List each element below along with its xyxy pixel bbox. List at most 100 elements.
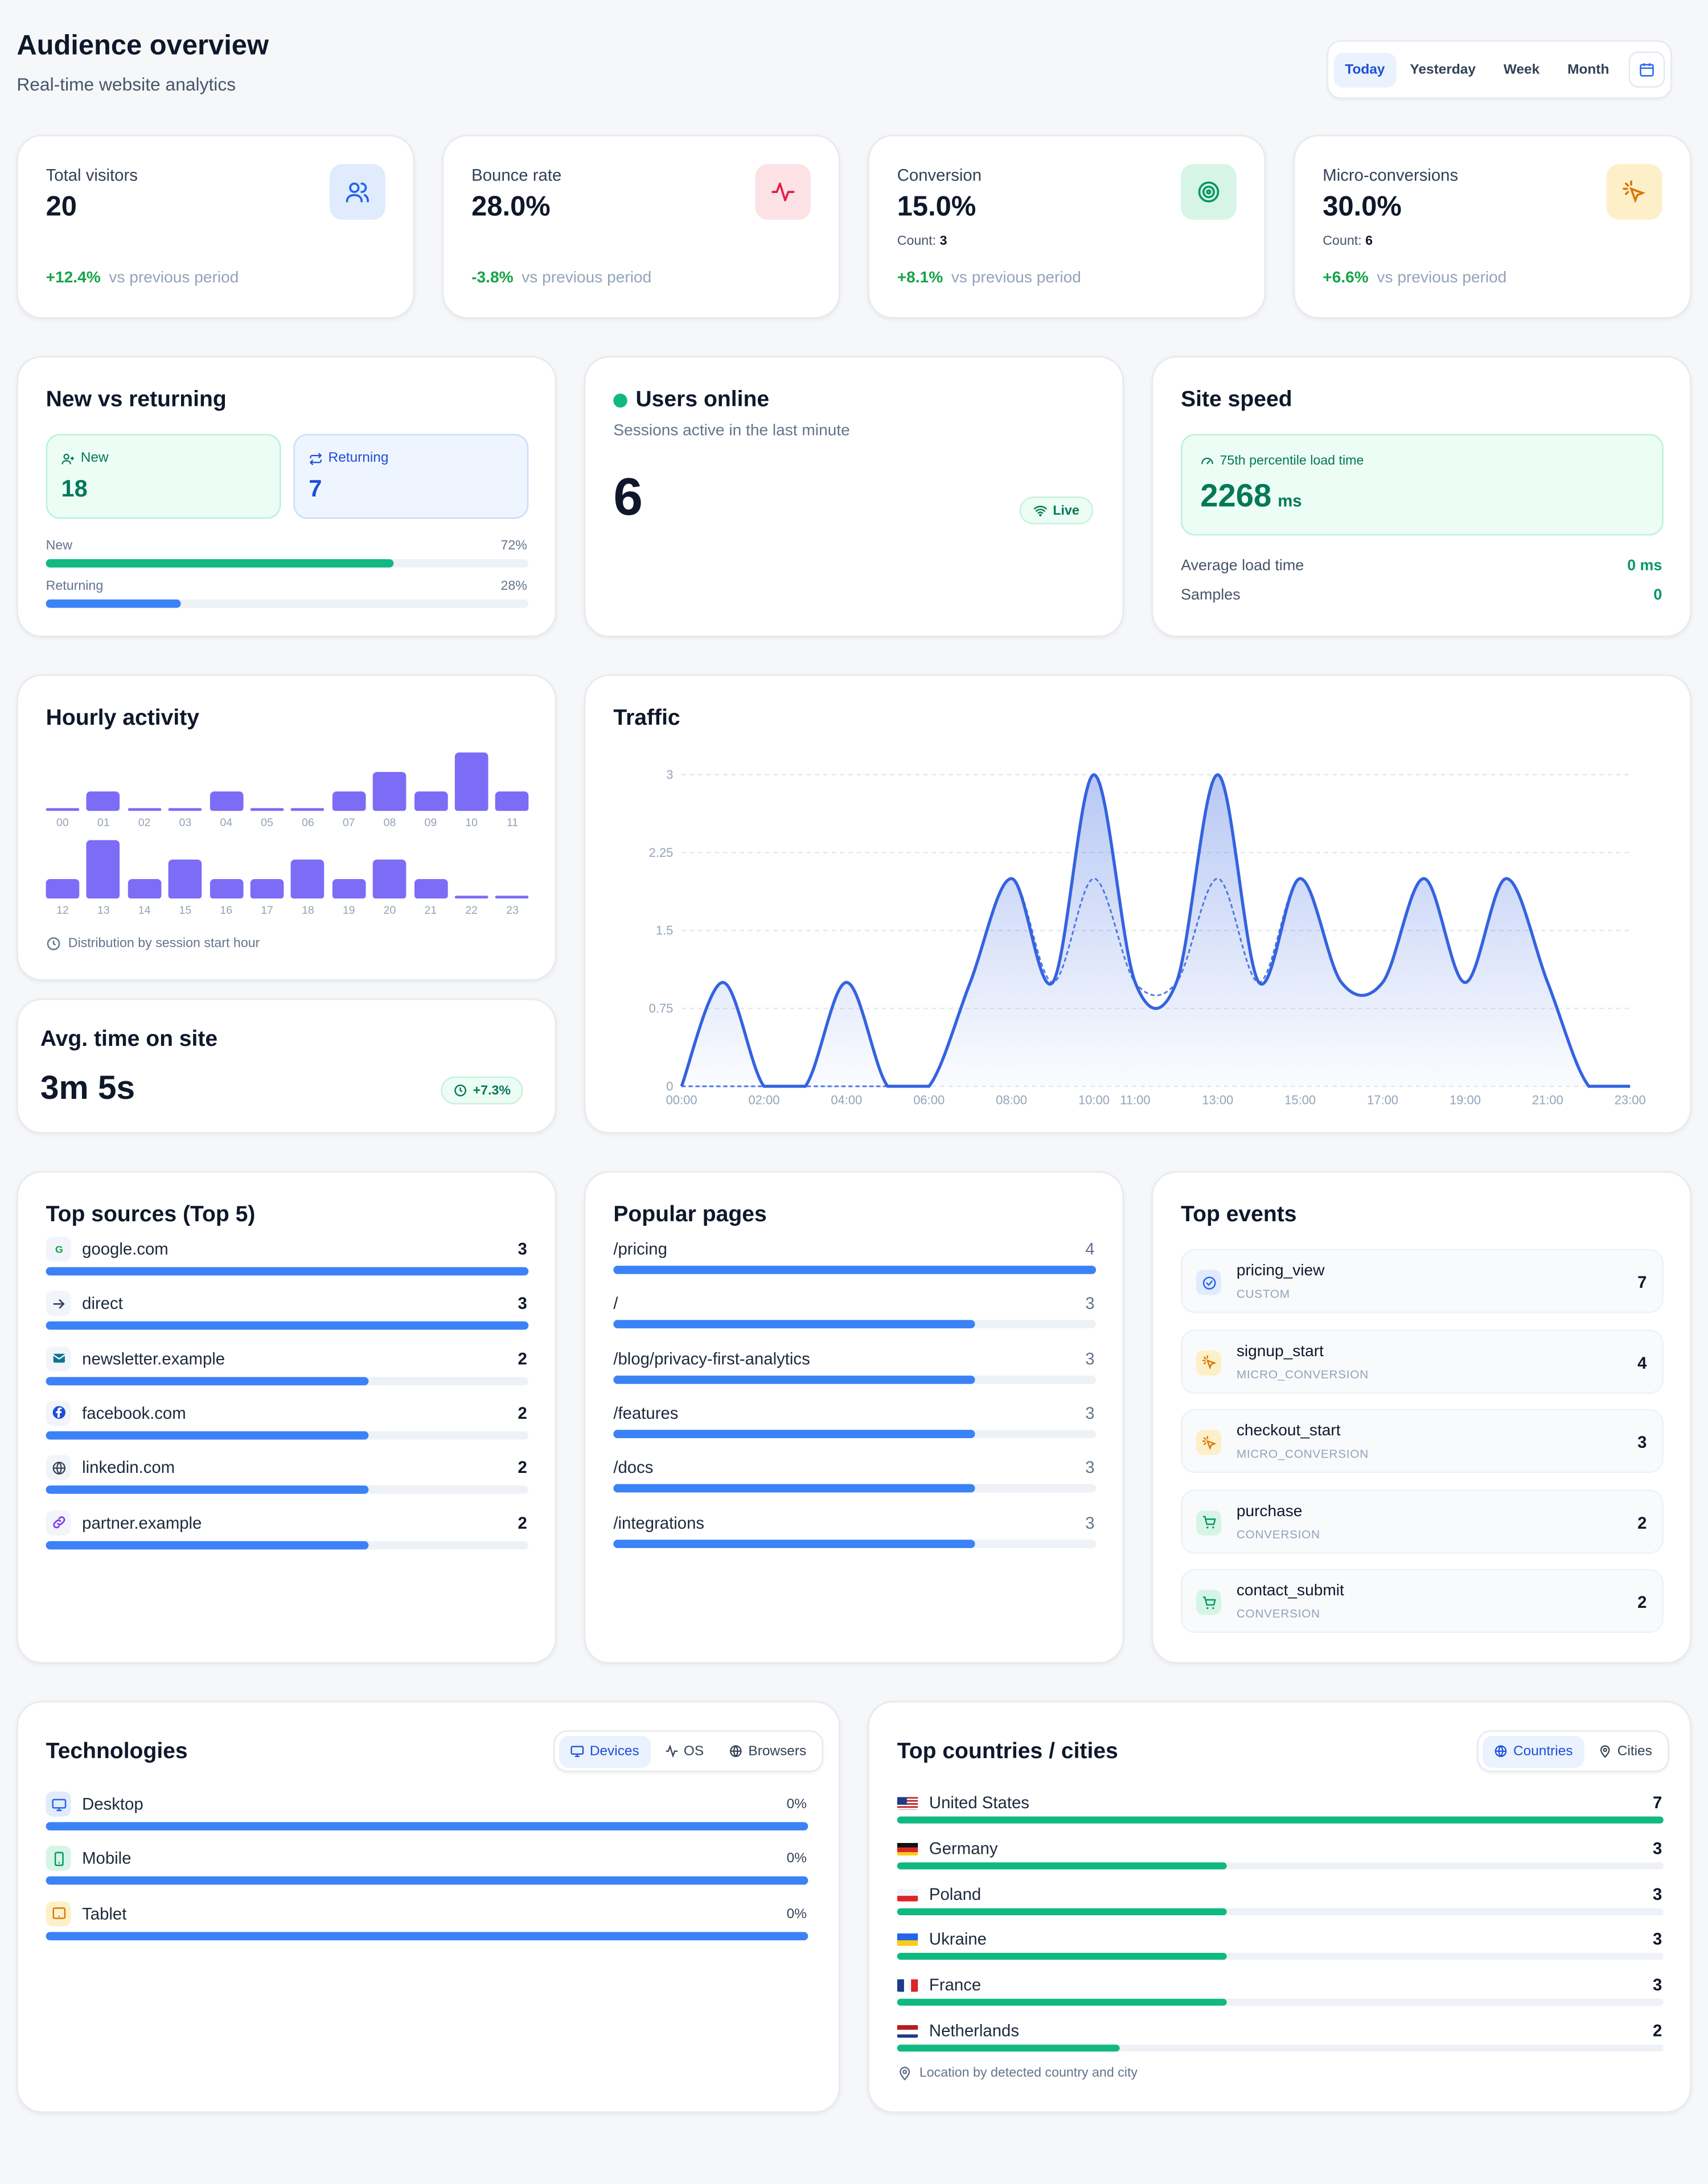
hour-bar [373,772,407,811]
source-row[interactable]: direct [46,1291,123,1316]
tech-name: Mobile [82,1849,131,1868]
page-path[interactable]: /pricing [613,1239,667,1259]
range-month-button[interactable]: Month [1557,52,1620,87]
page-path[interactable]: / [613,1294,618,1313]
tab-cities[interactable]: Cities [1587,1735,1663,1767]
tech-icon [46,1792,71,1817]
hour-label: 06 [291,816,325,829]
source-name: newsletter.example [82,1349,225,1368]
page-views: 3 [1085,1349,1094,1368]
kpi-value: 20 [46,192,77,224]
tab-os[interactable]: OS [653,1735,715,1767]
tech-row[interactable]: Tablet [46,1901,127,1926]
calendar-button[interactable] [1629,51,1665,88]
tab-countries[interactable]: Countries [1483,1735,1584,1767]
range-today-button[interactable]: Today [1334,52,1396,87]
range-yesterday-button[interactable]: Yesterday [1399,52,1487,87]
hour-bar [251,879,284,898]
tech-name: Tablet [82,1903,126,1923]
source-row[interactable]: facebook.com [46,1401,186,1426]
country-row[interactable]: Poland [897,1884,981,1903]
source-bar-fill [46,1377,369,1385]
country-row[interactable]: Netherlands [897,2021,1019,2041]
page-subtitle: Real-time website analytics [17,73,236,95]
source-name: facebook.com [82,1403,186,1423]
hour-label: 17 [251,904,284,917]
x-tick-label: 08:00 [996,1093,1027,1107]
avg-load-label: Average load time [1181,558,1304,574]
card-title: Popular pages [613,1203,766,1228]
flag-icon [897,1978,918,1992]
country-row[interactable]: Germany [897,1838,998,1858]
source-row[interactable]: partner.example [46,1510,202,1535]
user-plus-icon [61,451,75,465]
returning-visitors-label: Returning [309,451,388,466]
users-online-value: 6 [613,469,643,528]
range-week-button[interactable]: Week [1489,52,1553,87]
live-badge: Live [1020,496,1094,524]
page-views: 4 [1085,1239,1094,1259]
card-title: Site speed [1181,388,1292,413]
country-row[interactable]: United States [897,1793,1029,1812]
tab-browsers[interactable]: Browsers [718,1735,818,1767]
page-bar-track [613,1375,1096,1384]
page-bar-fill [613,1320,975,1329]
tech-bar-track [46,1877,808,1885]
page-views: 3 [1085,1513,1094,1532]
hour-bar [455,753,488,811]
tab-devices[interactable]: Devices [559,1735,650,1767]
activity-icon [664,1744,678,1758]
country-row[interactable]: Ukraine [897,1930,987,1949]
new-visitors-tile: New 18 [46,434,281,519]
p75-value: 2268 ms [1200,477,1301,515]
page-path[interactable]: /blog/privacy-first-analytics [613,1349,810,1368]
source-row[interactable]: newsletter.example [46,1346,225,1371]
hour-bar [87,840,120,899]
p75-label: 75th percentile load time [1200,453,1364,469]
technologies-tabs: Devices OS Browsers [553,1730,823,1772]
tech-row[interactable]: Mobile [46,1846,132,1871]
y-tick-label: 0.75 [649,1001,674,1016]
page-views: 3 [1085,1403,1094,1423]
avg-load-value: 0 ms [1627,558,1662,574]
page-bar-track [613,1484,1096,1493]
tech-value: 0% [787,1797,807,1812]
country-bar-fill [897,1817,1664,1824]
x-tick-label: 11:00 [1120,1093,1150,1107]
tech-row[interactable]: Desktop [46,1792,143,1817]
page-path[interactable]: /docs [613,1458,653,1477]
event-count: 7 [1637,1272,1647,1292]
online-indicator-dot [613,393,627,407]
source-icon [46,1291,71,1316]
country-bar-fill [897,1862,1227,1869]
hour-bar [414,791,447,811]
event-icon [1196,1590,1221,1615]
hour-label: 10 [455,816,488,829]
hour-bar [169,808,202,811]
kpi-value: 28.0% [471,192,551,224]
globe-icon [51,1460,66,1475]
globe-icon [729,1744,742,1758]
page-path[interactable]: /integrations [613,1513,704,1532]
users-icon [330,164,385,220]
country-row[interactable]: France [897,1976,981,1995]
new-bar-fill [46,559,393,568]
y-tick-label: 0 [666,1079,673,1093]
flag-icon [897,1887,918,1900]
page-views: 3 [1085,1458,1094,1477]
country-bar-fill [897,1908,1227,1915]
page-path[interactable]: /features [613,1403,678,1423]
kpi-count: Count: 3 [897,233,947,249]
country-name: Netherlands [929,2021,1019,2041]
source-row[interactable]: linkedin.com [46,1455,175,1480]
flag-icon [897,1932,918,1946]
hour-label: 16 [210,904,243,917]
country-name: Ukraine [929,1930,987,1949]
